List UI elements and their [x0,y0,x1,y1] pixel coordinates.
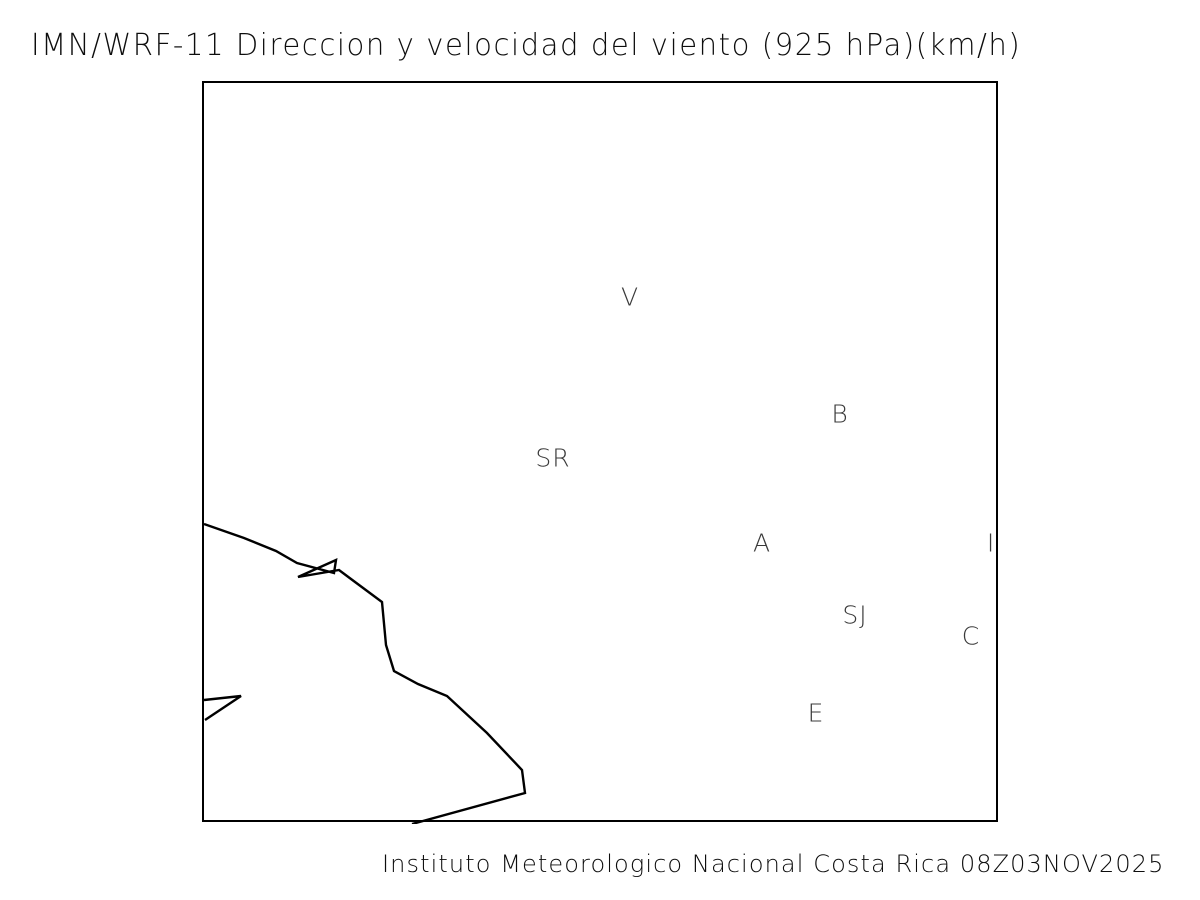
station-label-layer: V B SR A I SJ C E [204,83,1000,824]
station-b-label: B [831,399,849,429]
station-e-label: E [807,698,825,728]
coastline-islet-path [204,694,242,721]
page-title: IMN/WRF-11 Direccion y velocidad del vie… [31,28,1022,63]
credit-line: Instituto Meteorologico Nacional Costa R… [382,850,1165,878]
station-sr-label: SR [535,443,571,473]
station-i-label: I [986,528,996,558]
station-c-label: C [961,621,981,651]
station-sj-label: SJ [842,600,868,630]
coastline-path [204,522,527,824]
station-v-label: V [620,282,640,312]
map-frame: V B SR A I SJ C E [202,81,1000,824]
station-a-label: A [752,528,772,558]
coastline-map [204,522,527,824]
